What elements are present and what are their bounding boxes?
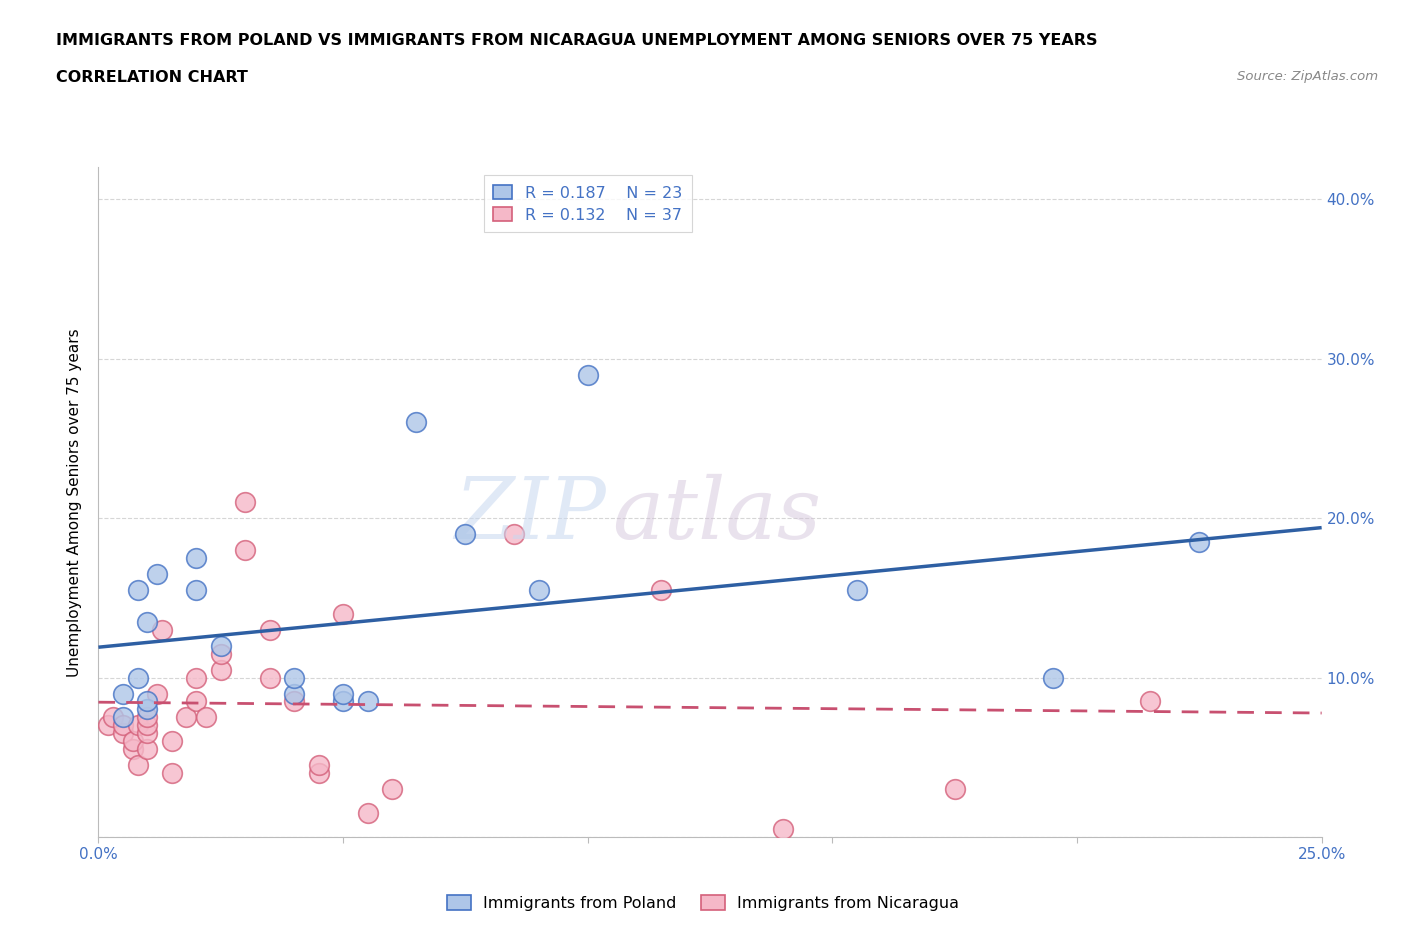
Point	[1042, 671, 1064, 685]
Point	[381, 782, 404, 797]
Point	[97, 718, 120, 733]
Point	[356, 805, 378, 820]
Point	[146, 686, 169, 701]
Point	[283, 694, 305, 709]
Point	[576, 367, 599, 382]
Point	[454, 526, 477, 541]
Point	[332, 694, 354, 709]
Point	[136, 742, 159, 757]
Point	[332, 606, 354, 621]
Point	[283, 686, 305, 701]
Point	[136, 694, 159, 709]
Point	[136, 718, 159, 733]
Point	[101, 710, 124, 724]
Point	[209, 638, 232, 653]
Point	[127, 758, 149, 773]
Point	[150, 622, 173, 637]
Point	[121, 734, 143, 749]
Text: CORRELATION CHART: CORRELATION CHART	[56, 70, 247, 85]
Point	[186, 582, 208, 597]
Point	[136, 726, 159, 741]
Point	[136, 710, 159, 724]
Text: atlas: atlas	[612, 474, 821, 557]
Text: ZIP: ZIP	[454, 474, 606, 557]
Point	[233, 495, 256, 510]
Point	[259, 671, 281, 685]
Point	[186, 694, 208, 709]
Point	[127, 718, 149, 733]
Point	[209, 662, 232, 677]
Point	[1188, 535, 1211, 550]
Point	[233, 542, 256, 557]
Point	[186, 551, 208, 565]
Point	[186, 671, 208, 685]
Point	[111, 710, 134, 724]
Text: IMMIGRANTS FROM POLAND VS IMMIGRANTS FROM NICARAGUA UNEMPLOYMENT AMONG SENIORS O: IMMIGRANTS FROM POLAND VS IMMIGRANTS FRO…	[56, 33, 1098, 47]
Point	[111, 686, 134, 701]
Point	[209, 646, 232, 661]
Point	[332, 686, 354, 701]
Point	[308, 765, 330, 780]
Point	[121, 742, 143, 757]
Point	[405, 415, 427, 430]
Point	[127, 671, 149, 685]
Point	[195, 710, 218, 724]
Point	[772, 821, 794, 836]
Legend: Immigrants from Poland, Immigrants from Nicaragua: Immigrants from Poland, Immigrants from …	[440, 889, 966, 917]
Point	[845, 582, 868, 597]
Point	[136, 702, 159, 717]
Point	[111, 726, 134, 741]
Point	[160, 765, 183, 780]
Point	[146, 566, 169, 581]
Point	[943, 782, 966, 797]
Legend: R = 0.187    N = 23, R = 0.132    N = 37: R = 0.187 N = 23, R = 0.132 N = 37	[484, 176, 692, 232]
Point	[160, 734, 183, 749]
Point	[503, 526, 526, 541]
Point	[176, 710, 198, 724]
Point	[111, 718, 134, 733]
Point	[356, 694, 378, 709]
Text: Source: ZipAtlas.com: Source: ZipAtlas.com	[1237, 70, 1378, 83]
Point	[527, 582, 550, 597]
Point	[127, 582, 149, 597]
Point	[650, 582, 672, 597]
Point	[308, 758, 330, 773]
Point	[259, 622, 281, 637]
Y-axis label: Unemployment Among Seniors over 75 years: Unemployment Among Seniors over 75 years	[67, 328, 83, 676]
Point	[283, 671, 305, 685]
Point	[136, 615, 159, 630]
Point	[1139, 694, 1161, 709]
